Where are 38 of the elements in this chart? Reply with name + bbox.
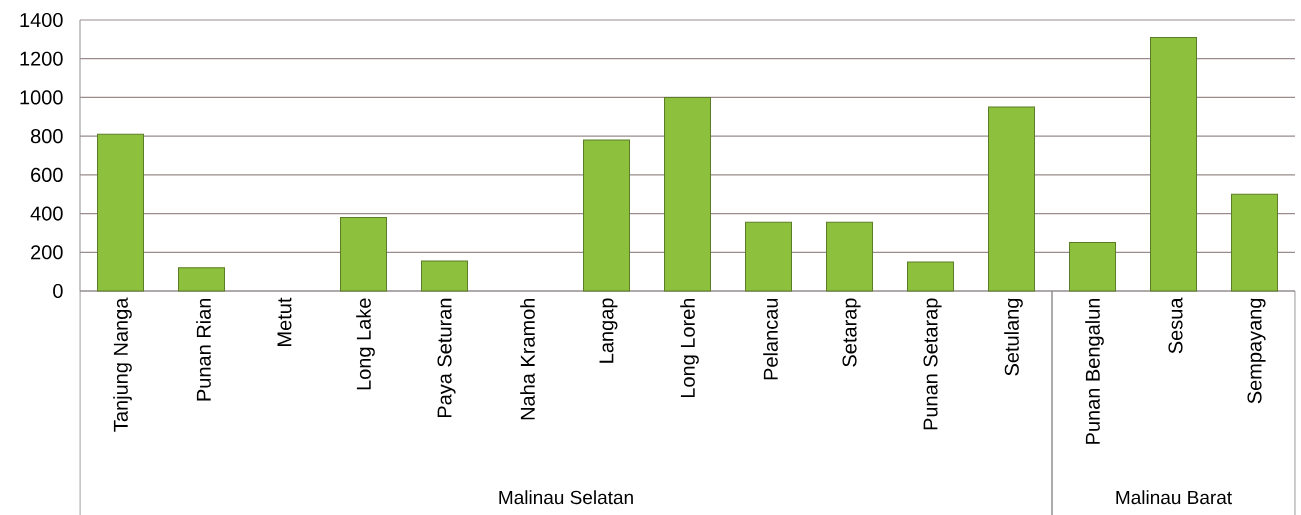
y-tick-label: 200 (31, 245, 63, 260)
x-tick-label: Long Lake (356, 298, 375, 390)
x-tick-label: Tanjung Nanga (113, 297, 132, 432)
bar (826, 221, 874, 292)
x-tick-label: Naha Kramoh (520, 298, 535, 420)
bar (1069, 242, 1117, 292)
y-tick-label: 800 (30, 129, 63, 144)
bar (745, 221, 793, 292)
y-tick-label: 1000 (20, 90, 63, 105)
y-tick-label: 1200 (20, 51, 63, 66)
bar (340, 216, 387, 292)
x-tick-label: Paya Seturan (437, 298, 456, 418)
x-tick-label: Sesua (1168, 297, 1183, 354)
x-tick-label: Setarap (842, 298, 861, 367)
bar (664, 96, 712, 292)
y-tick-label: 0 (53, 283, 63, 299)
y-tick-label: 400 (30, 206, 63, 221)
x-tick-label: Metut (277, 297, 292, 346)
x-tick-label: Sempayang (1247, 298, 1266, 404)
bar (583, 139, 630, 292)
bar (178, 267, 226, 292)
text: Malinau Barat (1116, 490, 1232, 505)
x-tick-label: Long Loreh (680, 298, 699, 398)
bar (988, 106, 1036, 292)
x-tick-label: Punan Setarap (923, 298, 942, 430)
bar (97, 133, 144, 292)
x-tick-label: Punan Rian (196, 298, 211, 401)
y-tick-label: 600 (31, 167, 63, 182)
x-tick-label: Setulang (1004, 298, 1023, 376)
x-tick-label: Pelancau (763, 298, 778, 380)
y-tick-label: 1400 (20, 12, 63, 28)
bar (907, 261, 954, 292)
bar (421, 260, 469, 292)
text: Malinau Selatan (499, 490, 633, 505)
bar (1231, 193, 1279, 292)
x-tick-label: Punan Bengalun (1085, 298, 1104, 444)
bar (1150, 36, 1197, 292)
x-tick-label: Langap (599, 298, 618, 363)
